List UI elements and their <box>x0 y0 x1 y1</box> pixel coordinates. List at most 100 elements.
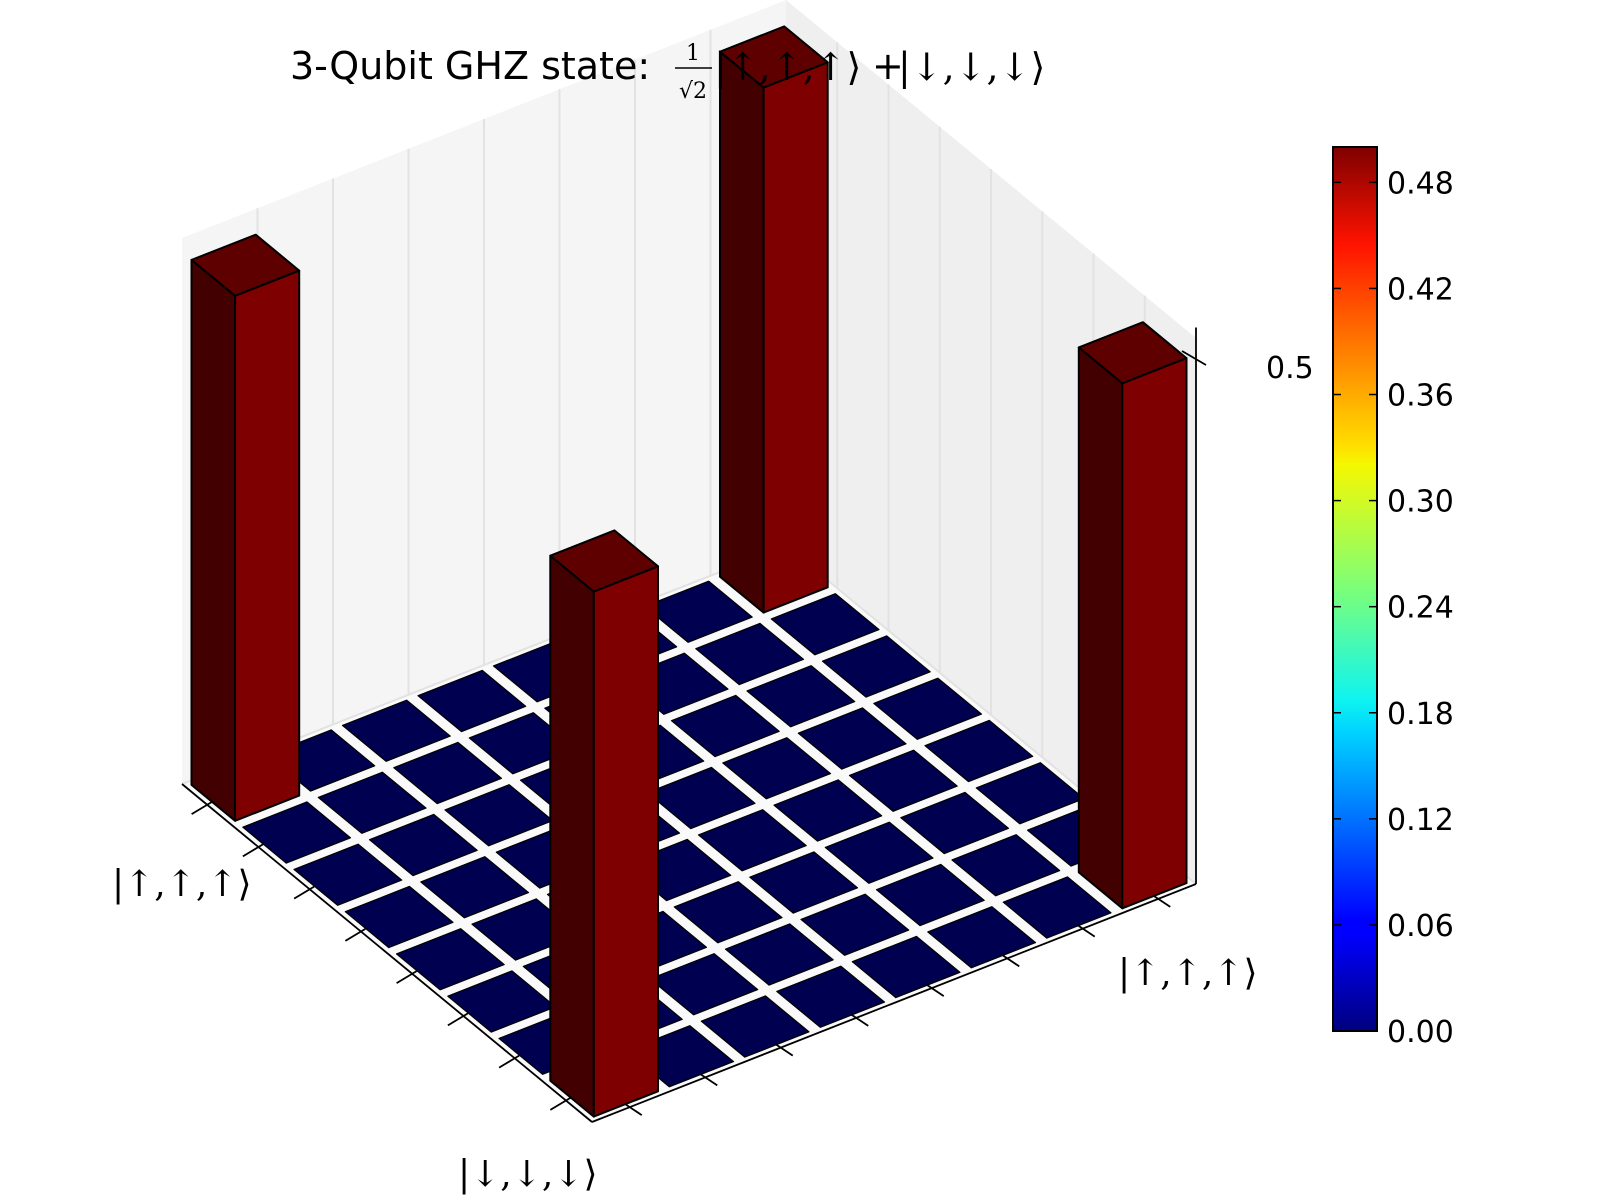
left-axis-tick <box>396 970 418 984</box>
bar-2-7 <box>821 635 931 698</box>
bar-3-4 <box>646 766 756 830</box>
bar-6-6 <box>951 834 1061 897</box>
bar-front-face <box>762 61 829 614</box>
right-axis-line <box>591 883 1197 1123</box>
bar-5-5 <box>824 821 934 884</box>
bar-top-face <box>670 694 780 758</box>
bar-top-face <box>549 529 659 593</box>
z-axis-tick <box>1181 350 1207 366</box>
bar-side-face <box>1077 346 1124 910</box>
colorbar-tick-label: 0.24 <box>1387 591 1454 626</box>
colorbar-tick-label: 0.06 <box>1387 909 1454 944</box>
title-ket-up: |↑,↑,↑⟩ <box>714 45 861 89</box>
bar-1-6 <box>695 622 805 686</box>
bar-top-face <box>643 580 753 643</box>
bar-3-7 <box>873 677 983 740</box>
right-axis-tick <box>925 983 945 997</box>
right-axis-tick <box>1000 953 1020 968</box>
bar-top-face <box>649 953 759 1016</box>
right-axis-tick <box>849 1013 869 1027</box>
colorbar-tick-label: 0.12 <box>1387 803 1454 838</box>
bar-top-face <box>776 965 886 1028</box>
bar-top-face <box>700 995 810 1058</box>
title-frac-denominator: √2 <box>679 79 707 104</box>
x-tick-label-0: |↑,↑,↑⟩ <box>1118 953 1258 994</box>
colorbar-tick-label: 0.48 <box>1387 166 1454 201</box>
bar-top-face <box>417 669 527 733</box>
bar-top-face <box>924 719 1034 783</box>
bar-top-face <box>242 801 352 864</box>
y-tick-label-0: |↑,↑,↑⟩ <box>112 864 252 905</box>
bar-7-6 <box>1002 876 1112 939</box>
bar-top-face <box>873 677 983 740</box>
right-axis-tick <box>1076 923 1096 938</box>
bar-6-3 <box>724 923 834 986</box>
right-axis-tick <box>623 1102 643 1116</box>
bar-4-7 <box>924 719 1034 783</box>
bar-front-face <box>1121 357 1188 910</box>
bar-top-face <box>800 893 910 956</box>
bar-top-face <box>749 851 859 914</box>
bar-3-5 <box>722 737 832 800</box>
bar-top-face <box>773 779 883 842</box>
left-axis-line <box>181 783 593 1123</box>
bar-0-0 <box>190 233 301 822</box>
bar-side-face <box>190 258 237 822</box>
bar-0-7 <box>719 25 829 614</box>
left-axis-tick <box>344 928 366 942</box>
axis-labels: |↑,↑,↑⟩ |↑,↑,↑⟩ |↓,↓,↓⟩ 0.5 <box>112 351 1314 1195</box>
bar-top-face <box>420 856 530 919</box>
bar-7-0 <box>549 529 659 1118</box>
x-tick-label-7: |↓,↓,↓⟩ <box>458 1154 598 1195</box>
bar-2-0 <box>293 843 403 906</box>
z-tick-label-0: 0.5 <box>1266 351 1314 386</box>
bar-top-face <box>900 791 1010 855</box>
bar-top-face <box>317 771 427 834</box>
bar-5-6 <box>900 791 1010 855</box>
colorbar-tick-label: 0.42 <box>1387 272 1454 307</box>
bar-7-4 <box>851 935 961 999</box>
colorbar-tick-label: 0.30 <box>1387 485 1454 520</box>
bar-3-6 <box>797 707 907 770</box>
bar-1-1 <box>317 771 427 834</box>
title-plus: + <box>872 44 904 88</box>
bar-side-face <box>549 554 595 1118</box>
left-axis-tick <box>293 885 315 900</box>
bar-7-5 <box>927 906 1037 969</box>
bar-4-6 <box>848 749 958 812</box>
bar-1-2 <box>393 741 503 805</box>
bar-top-face <box>646 766 756 830</box>
bar-top-face <box>344 885 454 949</box>
chart-title: 3-Qubit GHZ state: 1 √2 |↑,↑,↑⟩ + |↓,↓,↓… <box>290 41 1045 104</box>
right-axis-tick <box>698 1072 718 1087</box>
left-axis-tick <box>242 843 264 858</box>
bar-6-4 <box>800 893 910 956</box>
bar-6-5 <box>875 863 985 927</box>
bar-1-7 <box>770 593 880 656</box>
bar-4-4 <box>697 809 807 872</box>
bar-0-2 <box>341 699 451 762</box>
colorbar-tick-label: 0.18 <box>1387 697 1454 732</box>
bar-4-0 <box>395 928 505 991</box>
bar-0-6 <box>643 580 753 643</box>
bar-3-0 <box>344 885 454 949</box>
left-axis-tick <box>498 1054 520 1069</box>
bar-2-5 <box>670 694 780 758</box>
bar-2-1 <box>368 813 478 877</box>
left-axis-tick <box>447 1012 469 1027</box>
right-axis-tick <box>774 1042 794 1057</box>
colorbar: 0.00 0.06 0.12 0.18 0.24 0.30 0.36 0.42 0.48 <box>1332 146 1454 1050</box>
bar-top-face <box>951 834 1061 897</box>
bar-top-face <box>722 737 832 800</box>
bar-2-6 <box>746 665 856 728</box>
bar-top-face <box>1077 321 1188 385</box>
colorbar-tick-label: 0.00 <box>1387 1015 1454 1050</box>
bar-0-3 <box>417 669 527 733</box>
bar-top-face <box>927 906 1037 969</box>
bar-top-face <box>824 821 934 884</box>
left-axis-tick <box>549 1097 571 1111</box>
bar-side-face <box>719 50 765 614</box>
colorbar-gradient <box>1332 146 1378 1032</box>
bar-top-face <box>851 935 961 999</box>
